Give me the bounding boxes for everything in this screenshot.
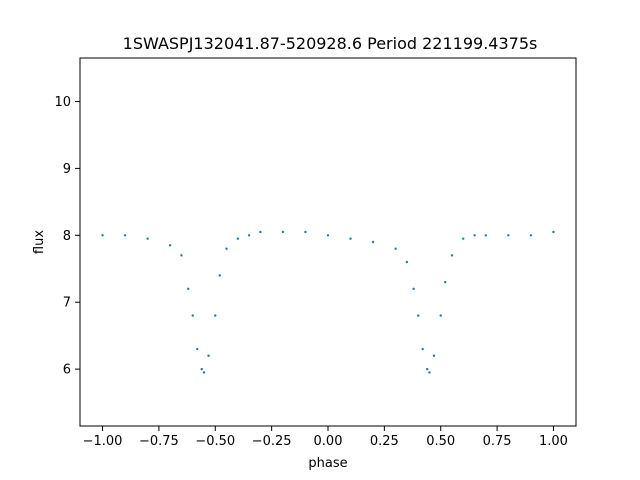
data-point (123, 234, 127, 237)
data-points (101, 230, 555, 374)
data-point (439, 314, 442, 317)
y-axis-ticks: 6 7 8 9 10 (54, 95, 80, 378)
y-tick-label: 8 (63, 229, 71, 244)
data-point (432, 354, 436, 357)
x-axis-label: phase (308, 456, 347, 471)
x-tick-label: −1.00 (83, 434, 123, 449)
y-axis-label: flux (32, 230, 47, 254)
x-tick-label: −0.50 (195, 434, 235, 449)
data-point (214, 314, 217, 317)
data-point (180, 254, 183, 257)
x-tick-label: 0.50 (426, 434, 455, 449)
x-tick-label: 0.00 (314, 434, 343, 449)
data-point (207, 354, 210, 357)
data-point (236, 237, 240, 240)
data-point (484, 234, 488, 237)
data-point (529, 234, 533, 237)
y-tick-label: 10 (54, 95, 71, 110)
data-point (101, 234, 104, 237)
data-point (394, 247, 397, 250)
data-point (349, 237, 352, 240)
data-point (187, 287, 190, 291)
data-point (450, 254, 454, 257)
x-tick-label: −0.25 (252, 434, 292, 449)
data-point (247, 234, 251, 237)
data-point (421, 347, 424, 351)
data-point (552, 230, 555, 234)
x-axis-ticks: −1.00 −0.75 −0.50 −0.25 0.00 0.25 0.50 0.75 1.00 (83, 426, 568, 449)
data-point (462, 237, 465, 240)
data-point (304, 230, 307, 234)
data-point (191, 314, 194, 317)
y-tick-label: 9 (63, 162, 71, 177)
plot-frame (79, 57, 577, 427)
x-tick-label: 0.25 (370, 434, 399, 449)
y-tick-label: 7 (63, 296, 71, 311)
data-point (412, 287, 415, 291)
data-point (168, 244, 172, 247)
data-point (202, 371, 206, 374)
x-tick-label: 1.00 (539, 434, 568, 449)
data-point (473, 234, 476, 237)
x-tick-label: 0.75 (483, 434, 512, 449)
y-tick-label: 6 (63, 363, 71, 378)
data-point (416, 314, 420, 317)
x-tick-label: −0.75 (139, 434, 179, 449)
data-point (371, 240, 375, 244)
data-point (281, 230, 285, 234)
data-point (225, 247, 228, 250)
data-point (444, 280, 447, 284)
data-point (196, 347, 199, 351)
data-point (428, 371, 431, 374)
data-point (259, 230, 262, 234)
data-point (200, 367, 203, 371)
data-point (426, 367, 429, 371)
data-point (507, 234, 510, 237)
data-point (218, 274, 221, 277)
chart-title: 1SWASPJ132041.87-520928.6 Period 221199.… (123, 34, 538, 53)
data-point (146, 237, 149, 240)
data-point (326, 234, 330, 237)
data-point (405, 260, 409, 264)
